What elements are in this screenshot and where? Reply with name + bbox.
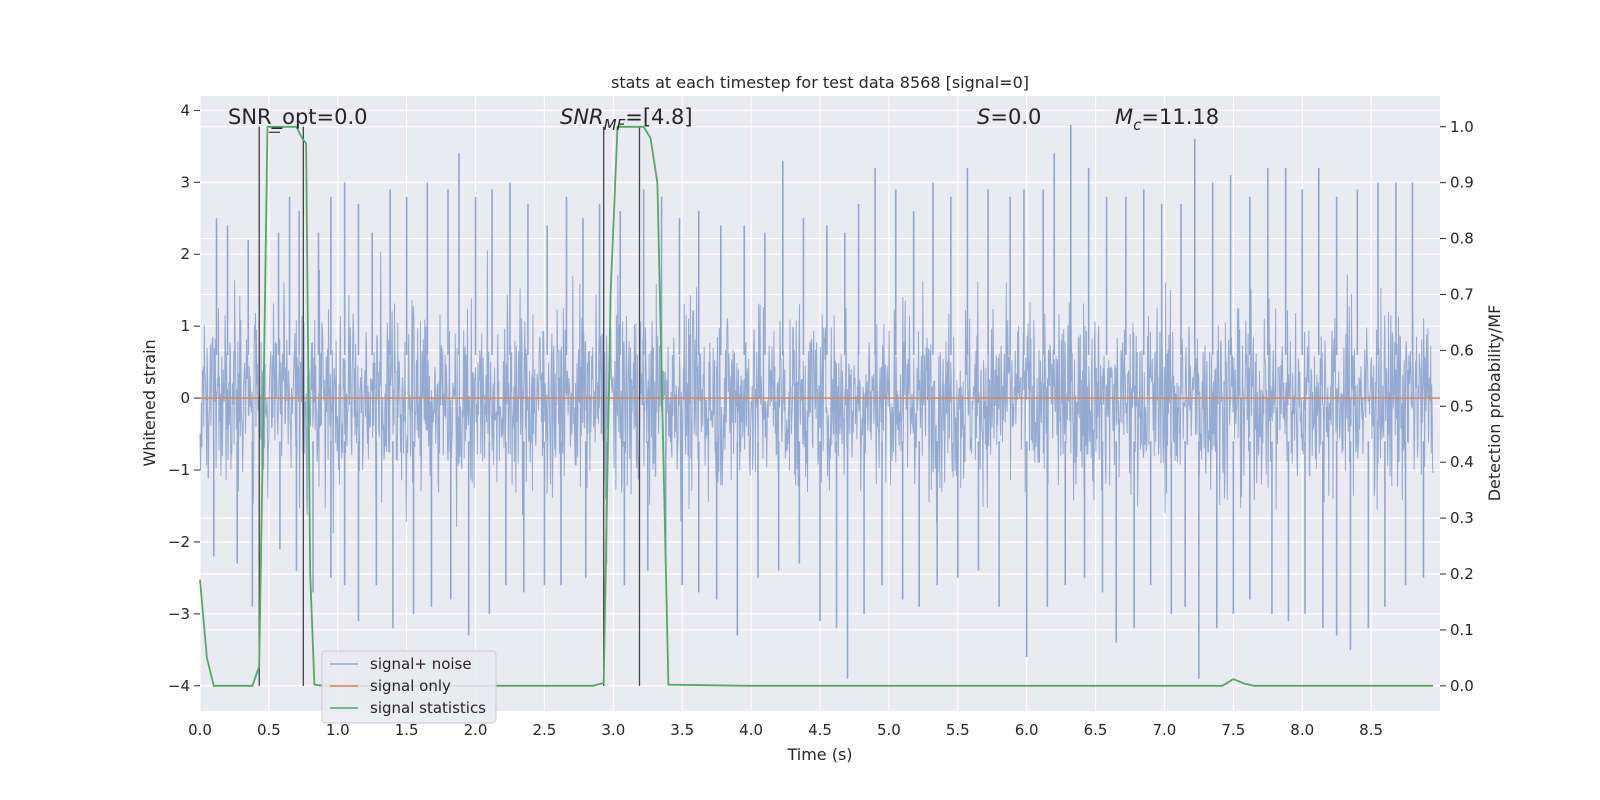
y-tick-label-right: 0.6	[1450, 341, 1474, 359]
x-tick-label: 7.5	[1221, 721, 1245, 739]
y-tick-label-left: −1	[168, 461, 190, 479]
y-tick-label-right: 0.0	[1450, 677, 1474, 695]
x-tick-label: 6.5	[1084, 721, 1108, 739]
x-tick-label: 1.0	[326, 721, 350, 739]
y-tick-label-left: 0	[180, 389, 190, 407]
y-tick-label-left: −2	[168, 533, 190, 551]
y-tick-label-right: 1.0	[1450, 118, 1474, 136]
series-signal-plus-noise	[199, 124, 1434, 679]
series-signal-statistics	[199, 125, 1434, 687]
chart-title: stats at each timestep for test data 856…	[611, 73, 1029, 92]
x-tick-label: 2.5	[533, 721, 557, 739]
x-tick-labels: 0.0 0.5 1.0 1.5 2.0 2.5 3.0 3.5 4.0 4.5 5.0 5.5 6.0 6…	[188, 721, 1383, 739]
vertical-markers	[258, 126, 641, 686]
annotation-snr-mf-label: SNR	[560, 105, 604, 129]
x-tick-label: 8.5	[1359, 721, 1383, 739]
x-tick-label: 2.0	[464, 721, 488, 739]
x-tick-label: 5.5	[946, 721, 970, 739]
y-tick-label-right: 0.8	[1450, 230, 1474, 248]
x-tick-label: 3.5	[670, 721, 694, 739]
y-tick-label-right: 0.3	[1450, 509, 1474, 527]
x-tick-label: 8.0	[1290, 721, 1314, 739]
y-tick-label-right: 0.1	[1450, 621, 1474, 639]
annotation-s-value: =0.0	[990, 105, 1041, 129]
legend-label-stats: signal statistics	[370, 699, 486, 717]
noise-trace	[199, 250, 1434, 534]
y-tick-labels-left: 4 3 2 1 0 −1 −2 −3 −4	[168, 101, 200, 695]
annotation-snr-mf-sub: MF	[604, 116, 626, 134]
legend-label-noise: signal+ noise	[370, 655, 472, 673]
y-tick-label-right: 0.7	[1450, 285, 1474, 303]
y-tick-label-left: 2	[180, 245, 190, 263]
annotation-mc: Mc=11.18	[1115, 105, 1219, 134]
legend-label-signal: signal only	[370, 677, 451, 695]
x-axis-label: Time (s)	[786, 745, 852, 764]
x-tick-label: 3.0	[601, 721, 625, 739]
y-tick-label-right: 0.4	[1450, 453, 1474, 471]
x-tick-label: 4.5	[808, 721, 832, 739]
x-tick-label: 4.0	[739, 721, 763, 739]
y-axis-label-right: Detection probability/MF	[1485, 305, 1504, 502]
legend: signal+ noise signal only signal statist…	[321, 650, 497, 724]
annotation-snr-mf: SNRMF=[4.8]	[560, 105, 693, 134]
legend-box	[321, 650, 497, 724]
x-tick-label: 1.5	[395, 721, 419, 739]
y-tick-label-right: 0.5	[1450, 397, 1474, 415]
y-tick-labels-right: 1.0 0.9 0.8 0.7 0.6 0.5 0.4 0.3 0.2 0.1 0.0	[1440, 118, 1474, 695]
annotation-s-label: S	[977, 105, 990, 129]
annotation-mc-value: =11.18	[1141, 105, 1219, 129]
x-tick-label: 0.5	[257, 721, 281, 739]
y-tick-label-left: −3	[168, 605, 190, 623]
y-tick-label-right: 0.2	[1450, 565, 1474, 583]
y-tick-label-right: 0.9	[1450, 174, 1474, 192]
x-tick-label: 5.0	[877, 721, 901, 739]
x-tick-label: 7.0	[1153, 721, 1177, 739]
signal-statistics-line	[199, 125, 1434, 687]
annotation-mc-label: M	[1115, 105, 1133, 129]
annotation-s: S=0.0	[977, 105, 1041, 129]
x-tick-label: 0.0	[188, 721, 212, 739]
annotation-snr-opt: SNR_opt=0.0	[228, 105, 368, 130]
y-tick-label-left: 4	[180, 101, 190, 119]
y-tick-label-left: 3	[180, 173, 190, 191]
y-axis-label-left: Whitened strain	[140, 339, 159, 466]
x-tick-label: 6.0	[1015, 721, 1039, 739]
y-tick-label-left: 1	[180, 317, 190, 335]
annotation-mc-sub: c	[1133, 116, 1142, 134]
annotation-snr-mf-value: =[4.8]	[625, 105, 692, 129]
y-tick-label-left: −4	[168, 677, 190, 695]
